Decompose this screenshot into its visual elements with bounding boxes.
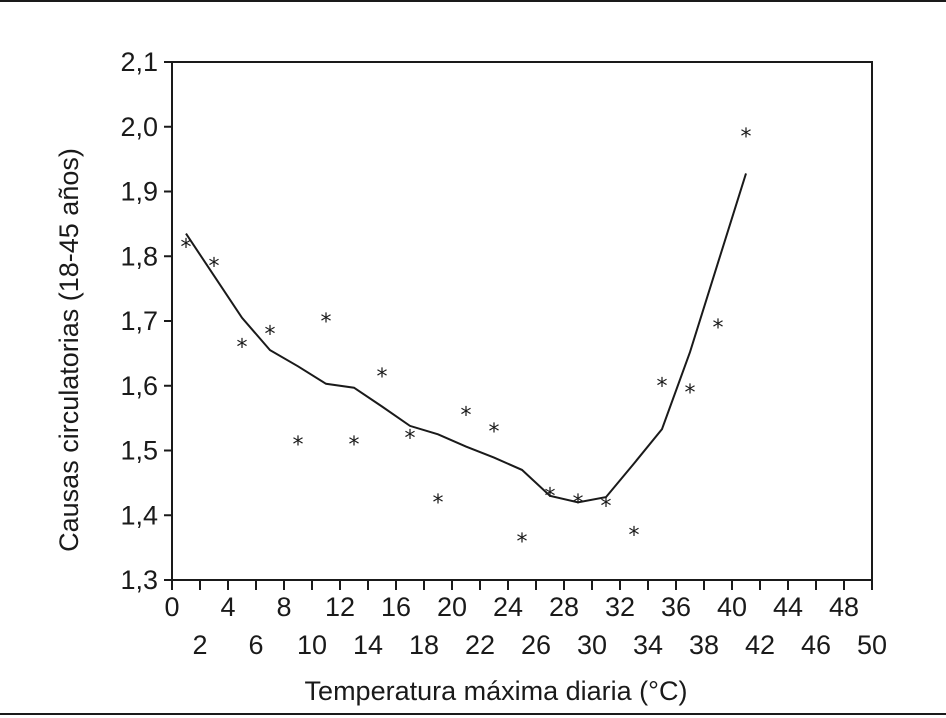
- x-tick-label: 12: [325, 592, 355, 622]
- y-ticks: 1,3 1,4 1,5 1,6 1,7 1,8 1,9 2,0 2,1: [120, 47, 172, 595]
- plot-frame: [171, 61, 873, 581]
- x-tick-label: 16: [381, 592, 411, 622]
- x-ticks: 0 4 8 12 16 20 24 28 32 36 40 44 482 6 10 14 18 22 26 30 34 3…: [164, 580, 887, 660]
- x-tick-label: 18: [409, 630, 439, 660]
- x-tick-label: 4: [220, 592, 235, 622]
- data-point: *: [181, 235, 192, 260]
- data-point: *: [377, 365, 388, 390]
- x-axis-title: Temperatura máxima diaria (°C): [305, 676, 688, 706]
- data-point: *: [601, 494, 612, 519]
- x-tick-label: 48: [829, 592, 859, 622]
- x-tick-label: 50: [857, 630, 887, 660]
- x-tick-label: 40: [717, 592, 747, 622]
- x-tick-label: 28: [549, 592, 579, 622]
- x-tick-label: 30: [577, 630, 607, 660]
- x-tick-label: 14: [353, 630, 383, 660]
- y-tick-label: 1,5: [120, 436, 158, 466]
- data-point: *: [321, 310, 332, 335]
- data-point: *: [657, 375, 668, 400]
- y-tick-label: 1,8: [120, 241, 158, 271]
- x-tick-label: 24: [493, 592, 523, 622]
- data-point: *: [713, 316, 724, 341]
- data-point: *: [545, 485, 556, 510]
- data-point: *: [489, 420, 500, 445]
- y-tick-label: 1,4: [120, 500, 158, 530]
- top-rule: [0, 0, 946, 2]
- axes: [171, 61, 873, 581]
- x-tick-label: 20: [437, 592, 467, 622]
- y-tick-label: 1,9: [120, 177, 158, 207]
- bottom-rule: [0, 713, 946, 715]
- data-point: *: [629, 523, 640, 548]
- x-tick-label: 26: [521, 630, 551, 660]
- y-tick-label: 1,3: [120, 565, 158, 595]
- x-tick-label: 22: [465, 630, 495, 660]
- x-tick-label: 34: [633, 630, 663, 660]
- x-tick-label: 32: [605, 592, 635, 622]
- fitted-line-group: [185, 173, 747, 504]
- data-point: *: [685, 381, 696, 406]
- y-axis-title: Causas circulatorias (18-45 años): [54, 148, 84, 552]
- data-point: *: [209, 255, 220, 280]
- x-tick-label: 44: [773, 592, 803, 622]
- x-tick-label: 8: [276, 592, 291, 622]
- x-tick-label: 46: [801, 630, 831, 660]
- x-tick-label: 38: [689, 630, 719, 660]
- x-tick-label: 36: [661, 592, 691, 622]
- x-tick-label: 6: [248, 630, 263, 660]
- data-point: *: [237, 336, 248, 361]
- data-point: *: [405, 426, 416, 451]
- data-point: *: [517, 530, 528, 555]
- fitted-line: [185, 173, 747, 504]
- data-point: *: [349, 433, 360, 458]
- data-point: *: [573, 491, 584, 516]
- x-tick-label: 0: [164, 592, 179, 622]
- data-point: *: [293, 433, 304, 458]
- data-point: *: [433, 491, 444, 516]
- x-tick-label: 10: [297, 630, 327, 660]
- x-tick-label: 2: [192, 630, 207, 660]
- data-point: *: [461, 404, 472, 429]
- y-tick-label: 2,1: [120, 47, 158, 77]
- data-point: *: [265, 323, 276, 348]
- data-point: *: [741, 125, 752, 150]
- x-tick-label: 42: [745, 630, 775, 660]
- y-tick-label: 1,6: [120, 371, 158, 401]
- observed-points: * * * * * * * * * * * * * * * * * * * * *: [181, 125, 752, 555]
- y-tick-label: 2,0: [120, 112, 158, 142]
- y-tick-label: 1,7: [120, 306, 158, 336]
